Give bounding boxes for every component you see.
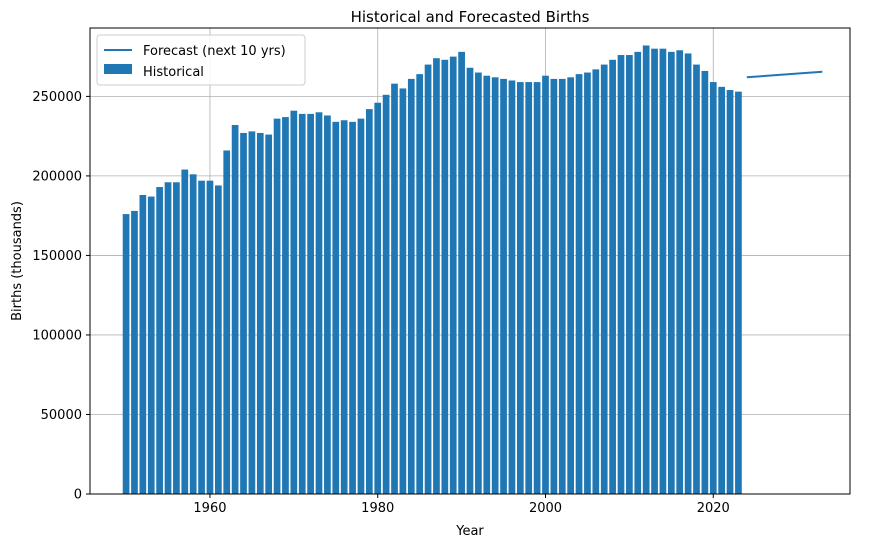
historical-bar <box>282 117 289 494</box>
historical-bar <box>735 91 742 495</box>
historical-bar <box>131 210 138 495</box>
historical-bar <box>273 118 281 495</box>
historical-bar <box>542 75 549 494</box>
historical-bar <box>592 69 600 495</box>
x-axis-title: Year <box>455 524 484 539</box>
historical-bar <box>516 82 524 495</box>
historical-bar <box>223 150 231 494</box>
historical-bar <box>709 82 717 495</box>
historical-bar <box>416 74 424 494</box>
historical-bar <box>256 132 264 494</box>
historical-bar <box>315 112 323 494</box>
historical-bar <box>634 51 642 494</box>
historical-bar <box>626 55 633 495</box>
historical-bar <box>684 53 692 495</box>
historical-bar <box>609 59 616 495</box>
historical-bar <box>391 83 398 494</box>
historical-bar <box>332 121 340 494</box>
y-tick-label: 250000 <box>32 90 82 105</box>
historical-bar <box>173 182 180 494</box>
x-tick-label: 1960 <box>193 501 226 516</box>
y-tick-label: 150000 <box>32 249 82 264</box>
historical-bar <box>189 174 197 495</box>
historical-bar <box>374 102 382 494</box>
historical-bar <box>298 113 306 494</box>
legend-historical-label: Historical <box>143 65 204 80</box>
historical-bars <box>122 45 742 495</box>
plot-frame <box>89 27 851 495</box>
historical-bar <box>558 78 566 494</box>
historical-bar <box>231 125 239 495</box>
historical-bar <box>617 55 625 495</box>
historical-bar <box>466 67 474 494</box>
historical-bar <box>718 86 726 495</box>
historical-bar <box>122 214 130 494</box>
historical-bar <box>458 51 465 494</box>
historical-bar <box>340 120 348 495</box>
x-tick-label: 2000 <box>529 501 562 516</box>
historical-bar <box>651 48 658 494</box>
historical-bar <box>290 110 298 495</box>
historical-bar <box>407 78 415 494</box>
historical-bar <box>240 132 247 494</box>
historical-bar <box>525 82 533 495</box>
forecast-line-group <box>746 70 823 79</box>
historical-bar <box>508 80 516 494</box>
historical-bar <box>206 180 214 494</box>
historical-bar <box>659 48 667 494</box>
historical-bar <box>265 134 273 494</box>
y-tick-label: 100000 <box>32 328 82 343</box>
y-tick-label: 0 <box>74 488 82 503</box>
x-tick-label: 1980 <box>361 501 394 516</box>
forecast-line <box>746 70 823 79</box>
historical-bar <box>248 131 256 494</box>
y-axis-title: Births (thousands) <box>10 201 25 321</box>
historical-bar <box>584 72 591 495</box>
historical-bar <box>726 90 734 494</box>
historical-bar <box>642 45 650 495</box>
historical-bar <box>156 187 163 494</box>
historical-bar <box>575 74 583 494</box>
historical-bar <box>307 113 314 494</box>
historical-bar <box>382 94 390 494</box>
historical-bar <box>475 72 482 495</box>
historical-bar <box>399 88 407 494</box>
historical-bar <box>550 78 558 494</box>
historical-bar <box>701 70 709 494</box>
historical-bar <box>357 118 365 495</box>
legend-forecast-label: Forecast (next 10 yrs) <box>143 44 286 59</box>
historical-bar <box>600 64 608 495</box>
historical-bar <box>214 185 222 494</box>
historical-bar <box>365 109 373 495</box>
historical-bar <box>441 59 449 495</box>
historical-bar <box>164 182 172 494</box>
y-tick-label: 50000 <box>41 408 82 423</box>
historical-bar <box>349 121 356 494</box>
historical-bar <box>198 180 205 494</box>
historical-bar <box>424 64 432 495</box>
historical-bar <box>449 56 457 494</box>
legend: Forecast (next 10 yrs) Historical <box>96 34 306 86</box>
historical-bar <box>324 115 331 495</box>
historical-bar <box>147 196 155 494</box>
historical-bar <box>139 194 147 494</box>
y-tick-label: 200000 <box>32 169 82 184</box>
historical-bar <box>567 77 575 494</box>
historical-bar <box>693 64 700 495</box>
historical-bar <box>433 58 440 494</box>
axis-ticks: 1960 1980 2000 2020 0 50000 100000 150000 200000… <box>32 90 729 516</box>
historical-bar <box>533 82 541 495</box>
legend-box <box>96 34 306 86</box>
legend-historical-swatch <box>104 64 132 74</box>
historical-bar <box>667 51 675 494</box>
historical-bar <box>500 78 507 494</box>
historical-bar <box>483 75 491 494</box>
historical-bar <box>676 50 684 495</box>
historical-bar <box>491 77 499 494</box>
historical-bar <box>181 169 189 494</box>
x-tick-label: 2020 <box>697 501 730 516</box>
chart-title: Historical and Forecasted Births <box>351 8 590 26</box>
